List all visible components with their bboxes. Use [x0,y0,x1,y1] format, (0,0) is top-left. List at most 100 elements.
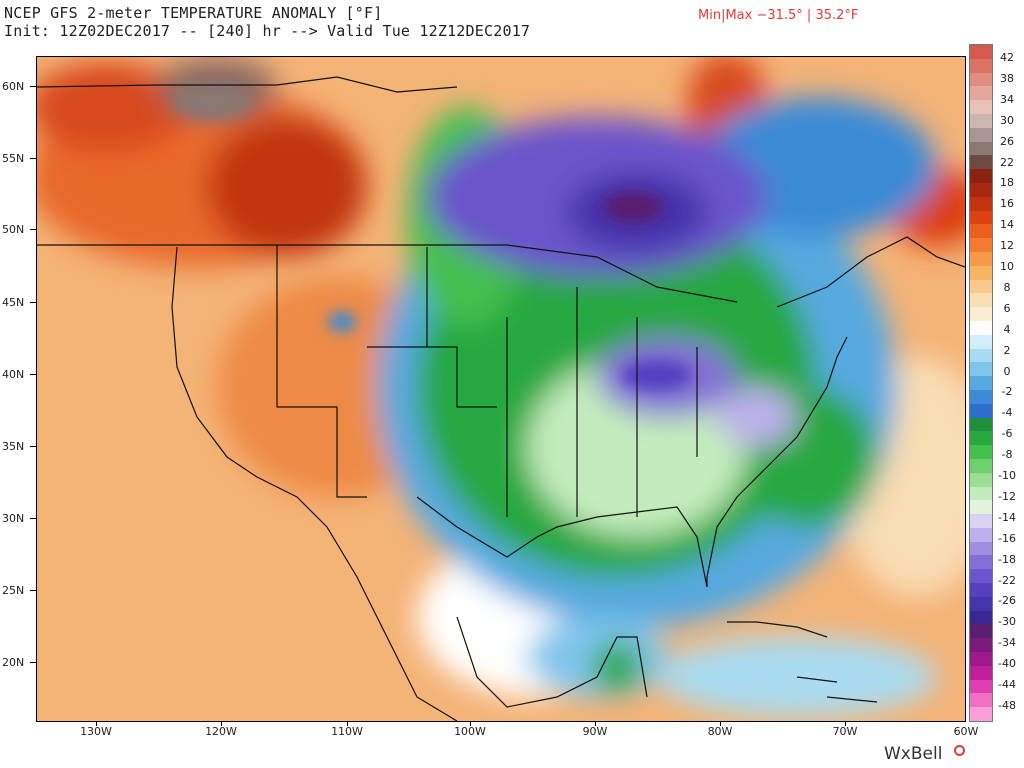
lat-label-60n: 60N [2,80,25,93]
color-scale-segment [970,679,992,694]
color-scale-segment [970,610,992,625]
color-scale-label: -8 [1001,448,1013,462]
color-scale-segment [970,238,992,252]
color-scale-label: -10 [998,469,1016,483]
color-scale-segment [970,569,992,584]
wxbell-logo: WxBell [884,744,943,764]
lon-tick [221,721,222,726]
color-scale-label: -2 [1001,385,1013,399]
color-scale-segment [970,72,992,87]
color-scale-segment [970,348,992,363]
color-scale-segment [970,500,992,515]
color-scale-segment [970,86,992,101]
color-scale-label: 12 [1000,239,1014,253]
color-scale-segment [970,596,992,611]
color-scale-label: 6 [1003,301,1011,315]
lon-tick [347,721,348,726]
lat-label-45n: 45N [2,296,25,309]
color-scale-segment [970,486,992,501]
lon-label-110w: 110W [331,725,363,738]
color-scale-label: 26 [1000,134,1014,148]
color-scale-segment [970,127,992,142]
lon-tick [96,721,97,726]
lat-tick [30,518,36,519]
color-scale-label: 2 [1003,343,1011,357]
color-scale-segment [970,141,992,156]
color-scale-segment [970,403,992,418]
map-canvas [37,57,965,721]
lat-label-50n: 50N [2,223,25,236]
lon-tick [595,721,596,726]
lon-label-130w: 130W [80,725,112,738]
color-scale-segment [970,251,992,266]
color-scale-segment [970,45,992,59]
color-scale-segment [970,417,992,432]
color-scale-segment [970,196,992,211]
temperature-anomaly-map[interactable] [36,56,966,722]
color-scale-segment [970,320,992,335]
color-scale-segment [970,58,992,73]
lat-tick [30,158,36,159]
color-scale-label: 16 [1000,197,1014,211]
color-scale-segment [970,362,992,377]
map-subtitle: Init: 12Z02DEC2017 -- [240] hr --> Valid… [4,22,531,40]
lon-tick [845,721,846,726]
color-scale-segment [970,265,992,280]
lon-tick [720,721,721,726]
lat-label-40n: 40N [2,368,25,381]
color-scale-segment [970,307,992,321]
lat-label-25n: 25N [2,584,25,597]
color-scale-segment [970,472,992,487]
lon-label-100w: 100W [454,725,486,738]
color-scale-label: -48 [998,699,1016,712]
color-scale-segment [970,707,992,722]
min-max-readout: Min|Max −31.5° | 35.2°F [698,8,859,23]
lat-tick [30,374,36,375]
map-outlines [37,76,965,721]
color-scale-label: -30 [998,615,1016,629]
lon-label-80w: 80W [707,725,733,738]
map-title: NCEP GFS 2-meter TEMPERATURE ANOMALY [°F… [4,4,383,22]
color-scale-segment [970,527,992,542]
color-scale-segment [970,210,992,225]
color-scale-segment [970,624,992,639]
lat-label-35n: 35N [2,440,25,453]
color-scale-segment [970,182,992,197]
color-scale-segment [970,113,992,128]
color-scale-label: -26 [998,594,1016,608]
lat-tick [30,229,36,230]
color-scale-segment [970,514,992,528]
color-scale-label: -40 [998,657,1016,671]
color-scale-label: -6 [1001,427,1013,441]
color-scale-segment [970,293,992,308]
color-scale-segment [970,541,992,556]
color-scale-label: -4 [1001,406,1013,420]
color-scale-segment [970,334,992,349]
lat-label-20n: 20N [2,656,25,669]
color-scale-label: 38 [1000,71,1014,85]
lon-label-70w: 70W [832,725,858,738]
lat-tick [30,446,36,447]
color-scale-segment [970,389,992,404]
color-scale-label: 10 [1000,260,1014,274]
anomaly-detail [172,84,692,390]
color-scale-label: 30 [1000,113,1014,127]
lon-tick [470,721,471,726]
color-scale-segment [970,458,992,473]
color-scale-segment [970,665,992,680]
lat-tick [30,86,36,87]
color-scale-label: 34 [1000,92,1014,106]
lon-label-90w: 90W [582,725,608,738]
color-scale-label: 14 [1000,218,1014,232]
color-scale-label: -14 [998,510,1016,524]
lat-label-55n: 55N [2,152,25,165]
lat-tick [30,302,36,303]
color-scale-segment [970,279,992,294]
color-scale-label: -44 [998,678,1016,692]
color-scale-label: 8 [1003,280,1011,294]
lat-label-30n: 30N [2,512,25,525]
color-scale-label: 22 [1000,155,1014,169]
color-scale-segment [970,555,992,570]
color-scale-segment [970,445,992,459]
color-scale-label: 4 [1003,322,1011,336]
